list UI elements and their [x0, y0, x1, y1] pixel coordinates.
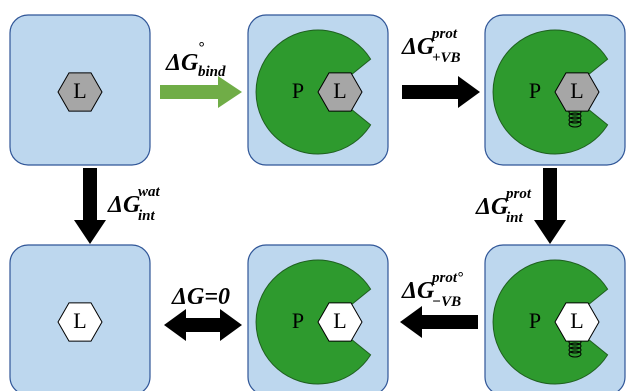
arrow — [400, 306, 478, 338]
edge-sub: int — [506, 210, 524, 226]
edge-sup: prot — [430, 26, 458, 42]
ligand-label: L — [333, 308, 346, 333]
ligand-label: L — [73, 78, 86, 103]
arrow — [160, 76, 242, 108]
edge-sub: int — [138, 208, 156, 224]
edge-sup: prot — [504, 186, 532, 202]
edge-sub: +VB — [432, 50, 461, 66]
protein-label: P — [292, 308, 304, 333]
ligand-label: L — [73, 308, 86, 333]
protein-label: P — [529, 308, 541, 333]
edge-label: ΔG — [165, 50, 199, 76]
arrow — [164, 309, 242, 341]
edge-label: ΔG — [401, 278, 435, 304]
edge-label: ΔG — [107, 192, 141, 218]
edge-sup: ° — [198, 40, 204, 56]
edge-sub: −VB — [432, 294, 461, 310]
edge-sup: prot° — [430, 270, 463, 286]
edge-label: ΔG — [401, 34, 435, 60]
edge-label: ΔG=0 — [171, 284, 230, 310]
ligand-label: L — [333, 78, 346, 103]
ligand-label: L — [570, 78, 583, 103]
protein-label: P — [529, 78, 541, 103]
arrow — [74, 168, 106, 244]
protein-label: P — [292, 78, 304, 103]
edge-label: ΔG — [475, 194, 509, 220]
edge-sub: bind — [198, 64, 226, 80]
diagram: ΔG ° bind ΔG prot +VB ΔG wat int ΔG prot… — [0, 0, 628, 391]
arrow — [534, 168, 566, 244]
arrow — [402, 76, 480, 108]
ligand-label: L — [570, 308, 583, 333]
edge-sup: wat — [138, 184, 161, 200]
